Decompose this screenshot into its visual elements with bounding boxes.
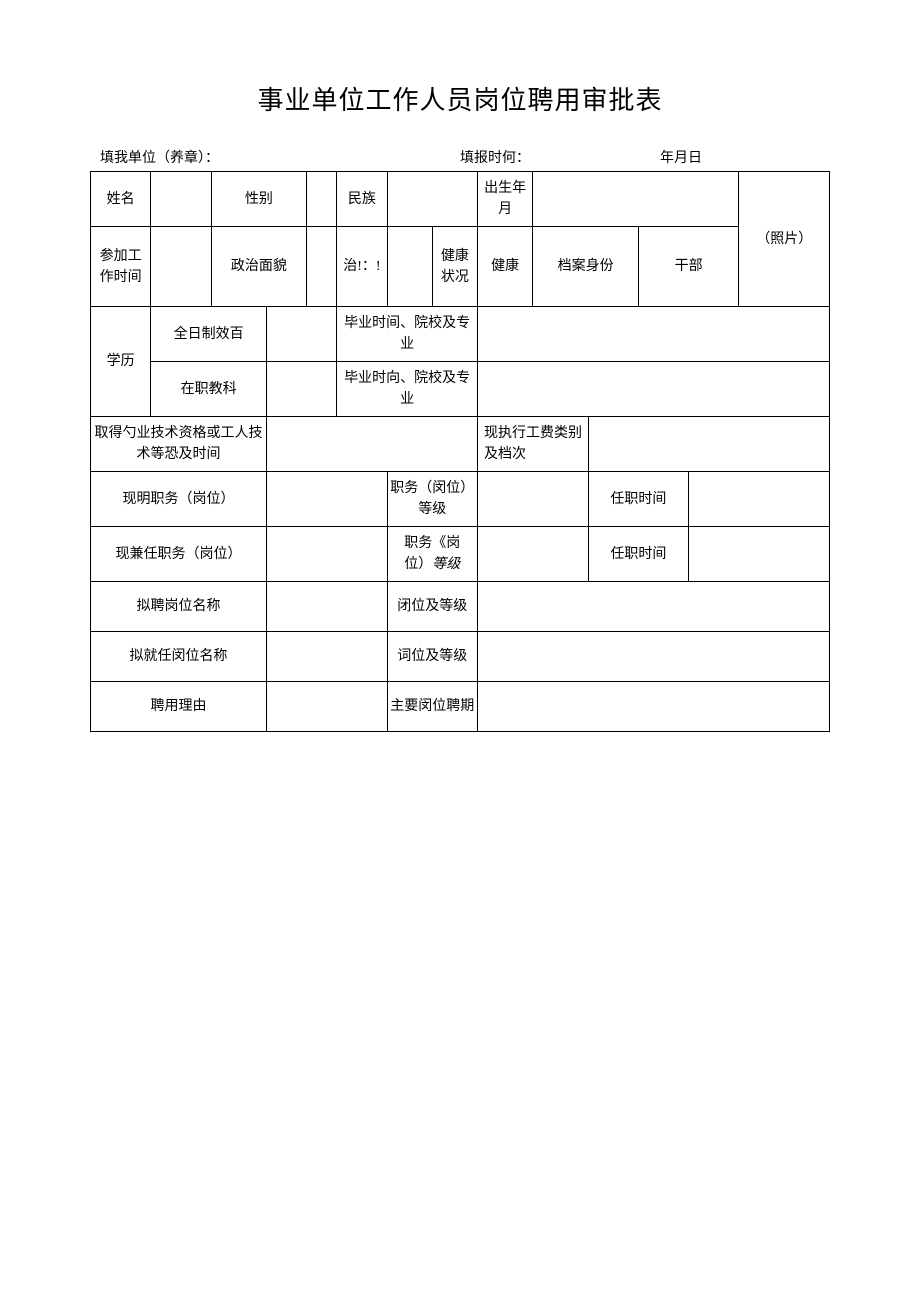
label-gender: 性别 <box>211 172 307 227</box>
value-proposed-post <box>266 582 387 632</box>
value-onjob <box>266 362 336 417</box>
value-tenure1 <box>689 472 830 527</box>
value-post-level <box>478 472 589 527</box>
label-fulltime: 全日制效百 <box>151 307 267 362</box>
label-tenure1: 任职时间 <box>588 472 689 527</box>
value-grad-info1 <box>478 307 830 362</box>
label-grad-info2: 毕业时向、院校及专业 <box>337 362 478 417</box>
value-salary-level <box>588 417 829 472</box>
label-birth: 出生年月 <box>478 172 533 227</box>
value-name <box>151 172 211 227</box>
label-proposed-concurrent: 拟就任闵位名称 <box>91 632 267 682</box>
label-onjob: 在职教科 <box>151 362 267 417</box>
value-post-and-level <box>478 582 830 632</box>
value-current-post <box>266 472 387 527</box>
page-title: 事业单位工作人员岗位聘用审批表 <box>90 80 830 117</box>
value-hire-reason <box>266 682 387 732</box>
value-proposed-concurrent <box>266 632 387 682</box>
label-concurrent-post: 现兼任职务（岗位） <box>91 527 267 582</box>
label-cadre: 干部 <box>638 227 739 307</box>
label-post-level2: 职务《岗位）等级 <box>387 527 477 582</box>
label-tech-qual: 取得勺业技术资格或工人技术等恐及时间 <box>91 417 267 472</box>
label-salary-level: 现执行工费类别及档次 <box>478 417 589 472</box>
value-grad-info2 <box>478 362 830 417</box>
label-grad-info1: 毕业时间、院校及专业 <box>337 307 478 362</box>
approval-table: 姓名 性别 民族 出生年月 （照片） 参加工作时间 政治面貌 治!：! 健康状况… <box>90 171 830 732</box>
date-value: 年月日 <box>660 147 820 167</box>
label-post-and-level: 闭位及等级 <box>387 582 477 632</box>
value-concurrent-post <box>266 527 387 582</box>
form-header: 填我单位（养章）： 填报时何： 年月日 <box>90 147 830 167</box>
date-label: 填报时何： <box>460 147 660 167</box>
label-zhi: 治!：! <box>337 227 387 307</box>
label-post-level: 职务（闵位）等级 <box>387 472 477 527</box>
label-file-identity: 档案身份 <box>533 227 639 307</box>
label-education: 学历 <box>91 307 151 417</box>
label-main-post-term: 主要闵位聘期 <box>387 682 477 732</box>
label-work-start: 参加工作时间 <box>91 227 151 307</box>
label-hire-reason: 聘用理由 <box>91 682 267 732</box>
value-fulltime <box>266 307 336 362</box>
value-political <box>307 227 337 307</box>
value-birth <box>533 172 739 227</box>
label-health: 健康 <box>478 227 533 307</box>
label-photo: （照片） <box>739 172 830 307</box>
unit-label: 填我单位（养章）： <box>100 147 460 167</box>
value-word-level <box>478 632 830 682</box>
label-current-post: 现明职务（岗位） <box>91 472 267 527</box>
value-tech-qual <box>266 417 477 472</box>
label-health-status: 健康状况 <box>432 227 477 307</box>
label-name: 姓名 <box>91 172 151 227</box>
label-word-level: 词位及等级 <box>387 632 477 682</box>
value-zhi <box>387 227 432 307</box>
label-tenure2: 任职时间 <box>588 527 689 582</box>
label-proposed-post: 拟聘岗位名称 <box>91 582 267 632</box>
value-gender <box>307 172 337 227</box>
label-political: 政治面貌 <box>211 227 307 307</box>
value-tenure2 <box>689 527 830 582</box>
value-work-start <box>151 227 211 307</box>
value-post-level2 <box>478 527 589 582</box>
value-ethnicity <box>387 172 477 227</box>
value-main-post-term <box>478 682 830 732</box>
label-ethnicity: 民族 <box>337 172 387 227</box>
